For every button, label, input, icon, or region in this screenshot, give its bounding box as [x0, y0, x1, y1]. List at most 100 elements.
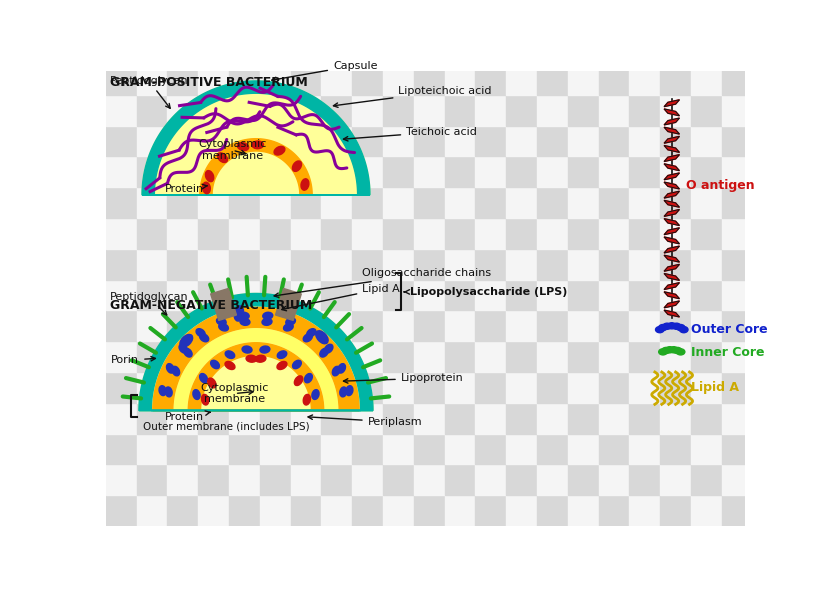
Bar: [168, 341, 198, 372]
Bar: [753, 434, 784, 465]
Bar: [537, 126, 568, 157]
Polygon shape: [664, 301, 680, 308]
Ellipse shape: [307, 329, 316, 337]
Polygon shape: [213, 368, 298, 411]
Bar: [722, 341, 753, 372]
Bar: [753, 126, 784, 157]
Bar: [629, 403, 660, 434]
Ellipse shape: [662, 348, 671, 353]
Bar: [722, 64, 753, 95]
Bar: [476, 310, 506, 341]
Bar: [537, 64, 568, 95]
Bar: [598, 218, 629, 249]
Ellipse shape: [193, 389, 200, 400]
Text: Cytoplasmic
membrane: Cytoplasmic membrane: [198, 139, 266, 161]
Bar: [691, 187, 722, 218]
Bar: [568, 64, 598, 95]
Bar: [445, 465, 476, 495]
Bar: [445, 434, 476, 465]
Bar: [445, 157, 476, 187]
Bar: [722, 157, 753, 187]
Bar: [476, 341, 506, 372]
Polygon shape: [664, 237, 680, 244]
Polygon shape: [664, 292, 680, 298]
Bar: [568, 465, 598, 495]
Bar: [352, 95, 383, 126]
Bar: [568, 95, 598, 126]
Polygon shape: [664, 118, 680, 125]
Ellipse shape: [659, 349, 667, 355]
Bar: [168, 465, 198, 495]
Bar: [414, 249, 445, 280]
Ellipse shape: [225, 362, 235, 369]
Polygon shape: [664, 228, 680, 235]
Text: Outer Core: Outer Core: [691, 323, 768, 336]
Bar: [260, 434, 290, 465]
Bar: [352, 372, 383, 403]
Ellipse shape: [167, 363, 174, 373]
Bar: [229, 280, 260, 310]
Ellipse shape: [670, 347, 678, 353]
Bar: [168, 495, 198, 526]
Ellipse shape: [246, 355, 256, 362]
Polygon shape: [211, 288, 237, 320]
Bar: [106, 434, 137, 465]
Bar: [137, 280, 168, 310]
Bar: [476, 434, 506, 465]
Bar: [168, 280, 198, 310]
Ellipse shape: [274, 147, 285, 155]
Polygon shape: [664, 100, 680, 107]
Bar: [691, 95, 722, 126]
Text: Outer membrane (includes LPS): Outer membrane (includes LPS): [143, 422, 310, 432]
Bar: [260, 157, 290, 187]
Bar: [537, 157, 568, 187]
Ellipse shape: [680, 327, 688, 333]
Ellipse shape: [663, 323, 671, 329]
Bar: [414, 218, 445, 249]
Bar: [476, 495, 506, 526]
Ellipse shape: [301, 179, 309, 190]
Bar: [321, 434, 352, 465]
Bar: [691, 218, 722, 249]
Ellipse shape: [315, 331, 328, 344]
Bar: [321, 495, 352, 526]
Bar: [321, 33, 352, 64]
Polygon shape: [142, 81, 370, 195]
Bar: [106, 403, 137, 434]
Bar: [321, 249, 352, 280]
Bar: [445, 218, 476, 249]
Bar: [290, 33, 321, 64]
Bar: [290, 403, 321, 434]
Polygon shape: [188, 343, 324, 411]
Bar: [198, 218, 229, 249]
Bar: [537, 249, 568, 280]
Bar: [753, 465, 784, 495]
Bar: [506, 372, 537, 403]
Polygon shape: [664, 246, 680, 253]
Ellipse shape: [179, 344, 188, 353]
Bar: [352, 157, 383, 187]
Text: Cytoplasmic
membrane: Cytoplasmic membrane: [201, 383, 269, 404]
Bar: [598, 495, 629, 526]
Ellipse shape: [292, 361, 301, 369]
Bar: [168, 434, 198, 465]
Bar: [445, 64, 476, 95]
Bar: [198, 372, 229, 403]
Text: Inner Core: Inner Core: [691, 346, 764, 359]
Bar: [476, 372, 506, 403]
Polygon shape: [664, 264, 680, 271]
Bar: [229, 372, 260, 403]
Text: O antigen: O antigen: [686, 178, 754, 191]
Bar: [722, 372, 753, 403]
Ellipse shape: [284, 323, 293, 331]
Bar: [321, 218, 352, 249]
Bar: [506, 64, 537, 95]
Text: Oligosaccharide chains: Oligosaccharide chains: [274, 268, 491, 297]
Bar: [137, 187, 168, 218]
Bar: [598, 249, 629, 280]
Ellipse shape: [208, 378, 216, 388]
Bar: [383, 310, 414, 341]
Text: Lipopolysaccharide (LPS): Lipopolysaccharide (LPS): [404, 287, 568, 297]
Bar: [352, 434, 383, 465]
Bar: [229, 95, 260, 126]
